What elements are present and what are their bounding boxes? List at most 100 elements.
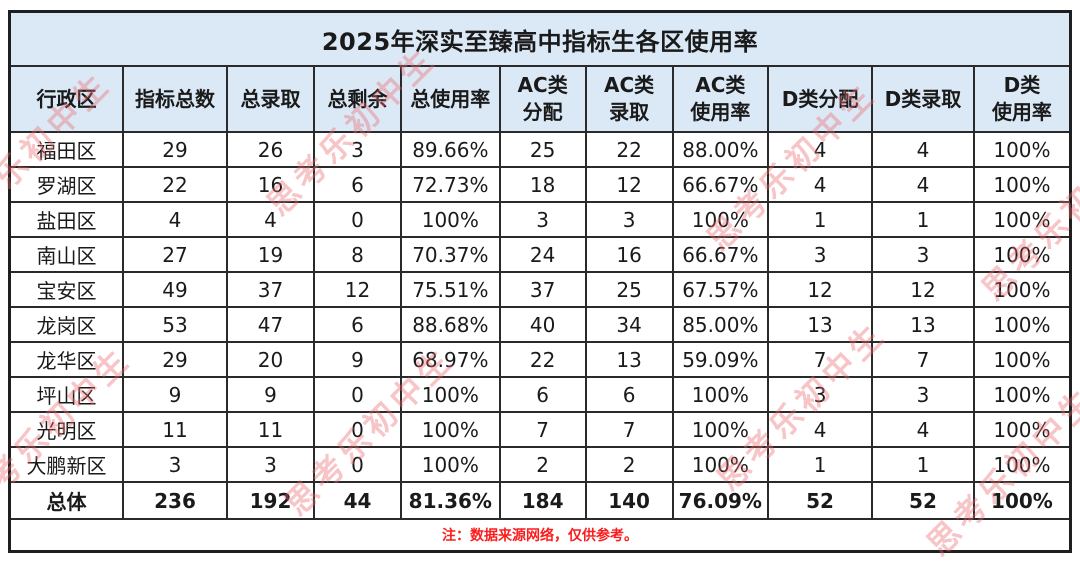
column-header-2: 总录取 — [225, 65, 315, 133]
value-cell: 12 — [584, 166, 674, 203]
column-header-0: 行政区 — [8, 65, 125, 133]
value-cell: 100% — [972, 271, 1072, 308]
value-cell: 53 — [122, 306, 228, 343]
value-cell: 2 — [498, 446, 587, 483]
value-cell: 100% — [399, 411, 501, 448]
value-cell: 3 — [871, 376, 975, 413]
value-cell: 100% — [671, 411, 770, 448]
value-cell: 9 — [122, 376, 228, 413]
value-cell: 7 — [767, 341, 874, 378]
value-cell: 4 — [122, 201, 228, 238]
value-cell: 75.51% — [399, 271, 501, 308]
value-cell: 2 — [584, 446, 674, 483]
column-header-1: 指标总数 — [122, 65, 228, 133]
value-cell: 4 — [767, 411, 874, 448]
value-cell: 19 — [225, 236, 315, 273]
value-cell: 100% — [972, 236, 1072, 273]
value-cell: 100% — [972, 446, 1072, 483]
value-cell: 22 — [584, 131, 674, 168]
value-cell: 1 — [767, 446, 874, 483]
value-cell: 100% — [972, 201, 1072, 238]
value-cell: 37 — [498, 271, 587, 308]
table-row: 盐田区 4 4 0 100% 3 3 100% 1 1 100% — [8, 201, 1072, 238]
value-cell: 29 — [122, 341, 228, 378]
district-cell: 大鹏新区 — [8, 446, 125, 483]
value-cell: 22 — [122, 166, 228, 203]
value-cell: 4 — [871, 166, 975, 203]
value-cell: 72.73% — [399, 166, 501, 203]
total-value-cell: 140 — [584, 481, 674, 520]
table-row: 福田区 29 26 3 89.66% 25 22 88.00% 4 4 100% — [8, 131, 1072, 168]
district-cell: 坪山区 — [8, 376, 125, 413]
value-cell: 12 — [312, 271, 402, 308]
value-cell: 3 — [767, 236, 874, 273]
value-cell: 67.57% — [671, 271, 770, 308]
value-cell: 88.68% — [399, 306, 501, 343]
total-value-cell: 52 — [767, 481, 874, 520]
value-cell: 85.00% — [671, 306, 770, 343]
district-cell: 福田区 — [8, 131, 125, 168]
value-cell: 100% — [399, 446, 501, 483]
value-cell: 4 — [871, 131, 975, 168]
column-header-4: 总使用率 — [399, 65, 501, 133]
column-header-10: D类 使用率 — [972, 65, 1072, 133]
value-cell: 26 — [225, 131, 315, 168]
column-header-7: AC类 使用率 — [671, 65, 770, 133]
district-cell: 宝安区 — [8, 271, 125, 308]
header-row: 行政区 指标总数 总录取 总剩余 总使用率 AC类 分配 AC类 录取 AC类 使用率 D类分配… — [8, 65, 1072, 133]
column-header-6: AC类 录取 — [584, 65, 674, 133]
value-cell: 4 — [767, 131, 874, 168]
value-cell: 1 — [767, 201, 874, 238]
column-header-9: D类录取 — [871, 65, 975, 133]
quota-usage-table: 2025年深实至臻高中指标生各区使用率 行政区 指标总数 总录取 总剩余 总使用率 AC类… — [8, 10, 1072, 553]
value-cell: 3 — [225, 446, 315, 483]
value-cell: 100% — [399, 201, 501, 238]
column-header-5: AC类 分配 — [498, 65, 587, 133]
value-cell: 27 — [122, 236, 228, 273]
value-cell: 100% — [399, 376, 501, 413]
district-cell: 罗湖区 — [8, 166, 125, 203]
value-cell: 3 — [498, 201, 587, 238]
value-cell: 3 — [312, 131, 402, 168]
value-cell: 70.37% — [399, 236, 501, 273]
value-cell: 13 — [871, 306, 975, 343]
total-value-cell: 184 — [498, 481, 587, 520]
value-cell: 24 — [498, 236, 587, 273]
value-cell: 6 — [312, 306, 402, 343]
source-note: 注：数据来源网络，仅供参考。 — [8, 518, 1072, 553]
value-cell: 88.00% — [671, 131, 770, 168]
value-cell: 29 — [122, 131, 228, 168]
value-cell: 11 — [225, 411, 315, 448]
value-cell: 9 — [225, 376, 315, 413]
value-cell: 3 — [584, 201, 674, 238]
value-cell: 4 — [767, 166, 874, 203]
table-row: 龙华区 29 20 9 68.97% 22 13 59.09% 7 7 100% — [8, 341, 1072, 378]
value-cell: 25 — [498, 131, 587, 168]
value-cell: 12 — [767, 271, 874, 308]
total-value-cell: 81.36% — [399, 481, 501, 520]
value-cell: 68.97% — [399, 341, 501, 378]
value-cell: 0 — [312, 201, 402, 238]
value-cell: 100% — [972, 341, 1072, 378]
district-cell: 南山区 — [8, 236, 125, 273]
district-cell: 龙华区 — [8, 341, 125, 378]
total-value-cell: 76.09% — [671, 481, 770, 520]
total-value-cell: 100% — [972, 481, 1072, 520]
value-cell: 6 — [498, 376, 587, 413]
value-cell: 20 — [225, 341, 315, 378]
total-value-cell: 192 — [225, 481, 315, 520]
title-row: 2025年深实至臻高中指标生各区使用率 — [8, 10, 1072, 67]
value-cell: 100% — [972, 131, 1072, 168]
value-cell: 100% — [671, 201, 770, 238]
value-cell: 100% — [671, 376, 770, 413]
value-cell: 18 — [498, 166, 587, 203]
value-cell: 11 — [122, 411, 228, 448]
note-row: 注：数据来源网络，仅供参考。 — [8, 518, 1072, 553]
value-cell: 66.67% — [671, 166, 770, 203]
value-cell: 25 — [584, 271, 674, 308]
value-cell: 3 — [871, 236, 975, 273]
district-cell: 盐田区 — [8, 201, 125, 238]
value-cell: 3 — [767, 376, 874, 413]
district-cell: 龙岗区 — [8, 306, 125, 343]
table-row: 罗湖区 22 16 6 72.73% 18 12 66.67% 4 4 100% — [8, 166, 1072, 203]
